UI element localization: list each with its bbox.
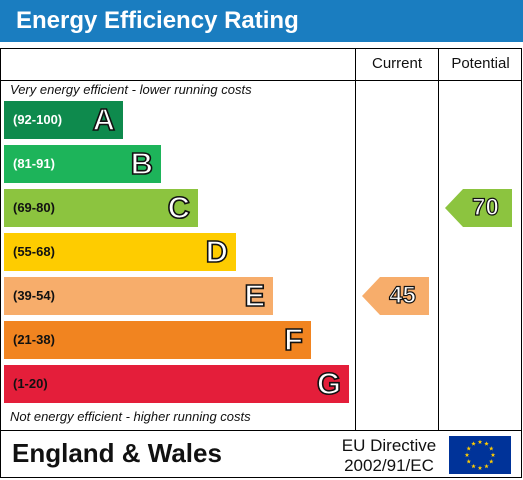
band-bar-e	[4, 277, 273, 315]
footer-divider	[0, 430, 522, 431]
band-letter-d: D	[205, 233, 229, 270]
current-rating-arrow	[362, 277, 429, 315]
eu-flag-star	[471, 441, 476, 446]
band-range-d: (55-68)	[13, 244, 55, 259]
potential-column-divider	[438, 48, 439, 430]
header-row-divider	[0, 80, 522, 81]
current-column-divider	[355, 48, 356, 430]
eu-flag-star	[484, 463, 489, 469]
band-letter-c: C	[167, 189, 191, 226]
directive-line-1: EU Directive	[341, 436, 437, 455]
chart-title: Energy Efficiency Rating	[16, 7, 299, 34]
band-letter-e: E	[244, 277, 266, 314]
band-range-f: (21-38)	[13, 332, 55, 347]
band-bar-f	[4, 321, 311, 359]
eu-flag-star	[466, 459, 472, 464]
title-bar: Energy Efficiency Rating	[0, 0, 523, 42]
band-bar-b	[4, 145, 161, 183]
footer-country: England & Wales	[12, 438, 222, 468]
eu-flag-star	[484, 441, 489, 446]
current-column-header: Current	[371, 55, 423, 72]
band-letter-a: A	[92, 101, 116, 138]
eu-flag-star	[466, 446, 472, 451]
eu-flag-star	[488, 446, 494, 451]
band-bar-d	[4, 233, 236, 271]
eu-flag-star	[490, 452, 496, 457]
band-range-c: (69-80)	[13, 200, 55, 215]
band-bar-c	[4, 189, 198, 227]
potential-rating-value: 70	[472, 193, 500, 221]
band-letter-b: B	[130, 145, 154, 182]
band-letter-g: G	[316, 365, 342, 402]
directive-line-2: 2002/91/EC	[344, 456, 434, 475]
potential-column-header: Potential	[451, 55, 510, 72]
band-range-a: (92-100)	[13, 112, 63, 127]
eu-flag-star	[477, 439, 483, 444]
eu-flag-star	[477, 465, 483, 470]
eu-flag-star	[488, 459, 494, 464]
eu-flag-star	[471, 463, 476, 469]
chart-frame	[0, 48, 522, 478]
band-range-b: (81-91)	[13, 156, 55, 171]
band-bar-g	[4, 365, 349, 403]
band-range-g: (1-20)	[13, 376, 48, 391]
eu-flag-star	[464, 452, 470, 457]
band-bar-a	[4, 101, 123, 139]
current-rating-value: 45	[389, 281, 417, 309]
bottom-caption: Not energy efficient - higher running co…	[10, 409, 251, 424]
band-range-e: (39-54)	[13, 288, 55, 303]
top-caption: Very energy efficient - lower running co…	[10, 82, 252, 97]
potential-rating-arrow	[445, 189, 512, 227]
band-letter-f: F	[283, 321, 304, 358]
